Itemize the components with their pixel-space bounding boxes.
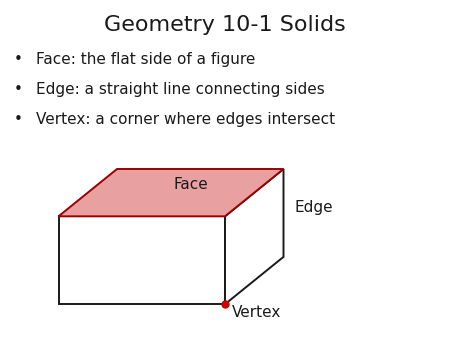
Text: Face: the flat side of a figure: Face: the flat side of a figure xyxy=(36,52,256,67)
Text: Geometry 10-1 Solids: Geometry 10-1 Solids xyxy=(104,15,346,35)
Text: •: • xyxy=(14,82,22,97)
Text: Edge: Edge xyxy=(295,200,333,215)
Text: Face: Face xyxy=(174,177,209,192)
Text: Vertex: Vertex xyxy=(232,305,281,320)
Text: Vertex: a corner where edges intersect: Vertex: a corner where edges intersect xyxy=(36,113,335,127)
Text: •: • xyxy=(14,113,22,127)
Text: Edge: a straight line connecting sides: Edge: a straight line connecting sides xyxy=(36,82,325,97)
Text: •: • xyxy=(14,52,22,67)
Polygon shape xyxy=(225,169,284,304)
Polygon shape xyxy=(58,169,284,216)
Polygon shape xyxy=(58,216,225,304)
